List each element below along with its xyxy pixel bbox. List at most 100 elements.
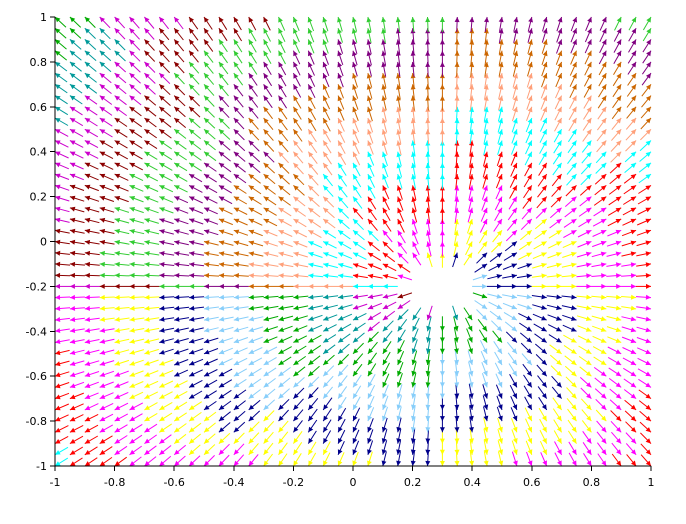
vector-arrow-head [159, 229, 165, 234]
vector-arrow-head [353, 151, 358, 158]
vector-arrow-head [338, 404, 343, 410]
vector-arrow-head [337, 460, 343, 466]
vector-arrow-head [512, 207, 517, 214]
vector-arrow-head [189, 174, 195, 179]
vector-arrow-head [616, 28, 622, 34]
vector-arrow-head [218, 327, 225, 333]
vector-arrow-head [395, 50, 401, 56]
vector-arrow-head [353, 252, 359, 258]
vector-arrow-head [382, 315, 389, 321]
vector-arrow-head [615, 219, 622, 224]
vector-arrow-head [353, 185, 358, 191]
vector-arrow-head [541, 404, 547, 410]
vector-arrow-head [263, 294, 269, 300]
vector-arrow-head [426, 337, 431, 343]
vector-arrow-head [114, 50, 120, 56]
vector-arrow-head [263, 338, 270, 343]
vector-arrow-head [497, 162, 503, 169]
vector-arrow-head [174, 151, 180, 157]
vector-arrow-head [528, 39, 533, 45]
vector-arrow-head [218, 207, 225, 213]
vector-arrow-head [382, 219, 388, 225]
vector-arrow-head [367, 241, 374, 247]
vector-arrow-head [189, 460, 195, 466]
vector-arrow-head [631, 460, 637, 466]
vector-arrow-head [129, 95, 135, 101]
vector-arrow-head [84, 461, 91, 466]
vector-arrow-head [337, 84, 343, 90]
vector-arrow-head [367, 449, 372, 455]
vector-arrow-head [218, 185, 225, 191]
vector-arrow-head [293, 174, 299, 180]
vector-arrow-head [84, 118, 91, 123]
vector-arrow-head [99, 305, 105, 311]
vector-arrow-head [233, 61, 239, 68]
vector-arrow-head [367, 129, 372, 135]
vector-arrow-head [586, 449, 592, 455]
vector-arrow-head [159, 95, 165, 101]
vector-arrow-head [144, 61, 150, 68]
vector-arrow-head [646, 61, 651, 68]
vector-arrow-head [308, 316, 314, 321]
vector-arrow-head [99, 427, 106, 433]
x-axis-ticks: -1 -0.8 -0.6 -0.4 -0.2 0 0.2 0.4 0.6 0.8 1 [50, 466, 655, 489]
vector-arrow-head [616, 438, 622, 444]
vector-arrow-head [556, 438, 562, 444]
vector-arrow-head [557, 28, 563, 34]
vector-arrow-head [353, 304, 359, 310]
vector-arrow-head [616, 39, 622, 45]
vector-arrow-head [278, 207, 285, 213]
vector-arrow-head [397, 359, 402, 365]
vector-arrow-head [99, 106, 106, 112]
vector-arrow-head [174, 106, 180, 112]
vector-arrow-head [467, 325, 473, 332]
vector-arrow-head [527, 84, 533, 90]
vector-arrow-head [366, 17, 372, 23]
vector-arrow-head [69, 405, 76, 411]
vector-arrow-head [99, 372, 106, 377]
vector-arrow-head [84, 17, 91, 23]
vector-arrow-head [556, 207, 562, 213]
vector-arrow-head [189, 240, 195, 246]
vector-arrow-head [367, 230, 374, 236]
vector-arrow-head [367, 315, 374, 321]
vector-arrow-head [366, 95, 372, 102]
vector-arrow-head [542, 460, 547, 466]
vector-arrow-head [129, 118, 135, 123]
vector-arrow-head [513, 106, 518, 113]
vector-arrow-head [99, 140, 106, 146]
vector-arrow-head [571, 129, 577, 135]
vector-arrow-head [425, 106, 431, 112]
vector-arrow-head [512, 359, 517, 365]
vector-arrow-head [556, 404, 562, 410]
vector-arrow-head [585, 327, 592, 332]
vector-arrow-head [556, 219, 562, 224]
vector-arrow-head [308, 95, 313, 102]
vector-arrow-head [308, 382, 314, 388]
vector-arrow-head [397, 314, 403, 321]
vector-arrow-head [541, 315, 547, 321]
vector-arrow-head [129, 283, 135, 289]
vector-arrow-head [556, 230, 562, 235]
vector-arrow-head [323, 449, 328, 455]
vector-arrow-head [556, 151, 562, 158]
vector-arrow-head [189, 118, 195, 124]
vector-arrow-head [204, 438, 210, 444]
vector-arrow-head [645, 360, 651, 365]
vector-arrow-head [585, 338, 592, 343]
vector-arrow-head [114, 305, 120, 311]
vector-arrow-head [278, 382, 284, 388]
vector-arrow-head [338, 359, 344, 365]
vector-arrow-head [469, 50, 475, 56]
vector-arrow-head [278, 17, 283, 23]
vector-arrow-head [366, 39, 372, 45]
vector-arrow-head [233, 415, 240, 422]
vector-arrow-head [55, 306, 61, 311]
vector-arrow-head [99, 118, 106, 123]
vector-arrow-head [454, 196, 460, 202]
vector-arrow-head [144, 185, 150, 190]
vector-arrow-head [572, 73, 577, 79]
vector-arrow-head [397, 263, 404, 269]
vector-arrow-head [512, 381, 517, 388]
vector-arrow-head [645, 382, 651, 388]
